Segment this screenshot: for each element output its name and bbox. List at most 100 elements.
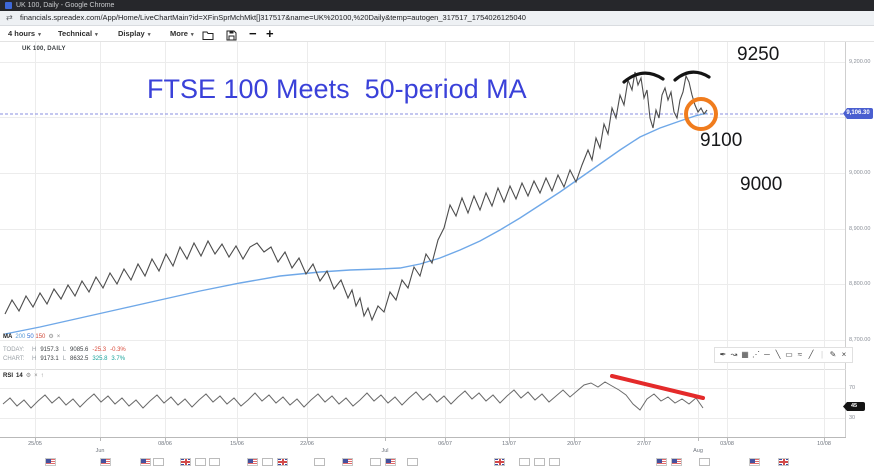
ma-periods: 200 50 150 [15,334,45,340]
url-text[interactable]: financials.spreadex.com/App/Home/LiveCha… [20,13,526,22]
horizontal-line-tool-icon[interactable]: ─ [764,350,770,359]
grid-tool-icon[interactable]: ▦ [741,350,749,359]
trend-line-tool-icon[interactable]: ╲ [775,350,781,359]
ma-legend: MA 200 50 150 ⚙ × [3,333,61,341]
window-title: UK 100, Daily - Google Chrome [16,2,115,9]
calendar-flag-blank[interactable] [519,458,530,466]
calendar-flag-us[interactable] [342,458,353,466]
vertical-gridline [824,42,825,437]
stat-value: 9157.3 [40,347,59,353]
close-toolbar-icon[interactable]: × [841,350,847,359]
fibonacci-tool-icon[interactable]: ⋰ [752,350,760,359]
x-axis-tick [307,437,308,441]
rectangle-tool-icon[interactable]: ▭ [785,350,793,359]
address-bar[interactable]: ⇄ financials.spreadex.com/App/Home/LiveC… [0,11,874,26]
ma-close-icon[interactable]: × [56,333,61,340]
calendar-flag-gb[interactable] [778,458,789,466]
ray-tool-icon[interactable]: ╱ [808,350,814,359]
x-axis-month-label: Jun [95,448,105,454]
calendar-flag-blank[interactable] [370,458,381,466]
vertical-gridline [644,42,645,437]
ma-50-line [4,112,708,335]
menu-more[interactable]: More ▾ [170,29,194,38]
pointer-tool-icon[interactable]: ✒ [719,350,727,359]
stat-change: -25.3 [92,347,107,353]
horizontal-gridline [0,173,845,174]
calendar-flag-blank[interactable] [549,458,560,466]
tab-site-icon: ⇄ [6,13,13,22]
x-axis-label: 25/05 [28,441,42,447]
vertical-gridline [574,42,575,437]
dropdown-caret-icon: ▾ [147,32,151,38]
dropdown-caret-icon: ▾ [95,32,98,38]
calendar-flag-us[interactable] [671,458,682,466]
calendar-flag-us[interactable] [749,458,760,466]
x-axis-tick [100,437,101,441]
calendar-flag-blank[interactable] [209,458,220,466]
ma-period-50: 50 [27,333,36,340]
calendar-flag-us[interactable] [656,458,667,466]
x-axis-tick [574,437,575,441]
price-axis-line [845,42,846,437]
horizontal-gridline [0,340,845,341]
calendar-flag-gb[interactable] [180,458,191,466]
stat-value: H [32,347,37,353]
stat-change: -0.3% [110,347,126,353]
price-axis-label: 8,700.00 [849,337,871,343]
time-axis-line [0,437,846,438]
rsi-close-icon[interactable]: × [34,372,38,379]
calendar-flag-us[interactable] [247,458,258,466]
x-axis-tick [35,437,36,441]
double-top-arc-right [673,70,711,82]
edit-tool-icon[interactable]: ✎ [829,350,837,359]
ma-touch-circle-annotation [684,97,718,131]
horizontal-gridline [0,284,845,285]
x-axis-month-label: Aug [693,448,703,454]
price-axis-label: 8,800.00 [849,281,871,287]
instrument-label: UK 100, DAILY [22,46,66,52]
price-axis-label: 8,900.00 [849,226,871,232]
menu-4-hours[interactable]: 4 hours ▾ [8,29,41,38]
stat-value: L [62,356,67,362]
calendar-flag-us[interactable] [45,458,56,466]
rsi-settings-gear-icon[interactable]: ⚙ [25,373,32,379]
zoom-out-button[interactable]: − [249,26,257,41]
save-chart-button[interactable] [226,28,240,41]
stat-change: 325.8 [92,356,108,362]
x-axis-label: 13/07 [502,441,516,447]
rsi-gridline [0,418,845,419]
rsi-expand-arrow-icon[interactable]: ↑ [40,372,44,379]
ma-period-200: 200 [15,333,28,340]
calendar-flag-blank[interactable] [262,458,273,466]
x-axis-tick [165,437,166,441]
calendar-flag-blank[interactable] [195,458,206,466]
ma-settings-gear-icon[interactable]: ⚙ [48,334,54,340]
level-label-9250: 9250 [737,44,780,65]
menu-display[interactable]: Display ▾ [118,29,151,38]
ma-legend-label: MA [3,333,13,340]
calendar-flag-blank[interactable] [699,458,710,466]
zoom-in-button[interactable]: + [266,26,274,41]
polyline-tool-icon[interactable]: ↝ [730,350,738,359]
x-axis-label: 03/08 [720,441,734,447]
rsi-legend: RSI 14 ⚙ × ↑ [3,372,44,380]
open-chart-button[interactable] [202,28,216,40]
x-axis-tick [698,437,699,441]
calendar-flag-blank[interactable] [407,458,418,466]
calendar-flag-blank[interactable] [534,458,545,466]
calendar-flag-us[interactable] [385,458,396,466]
level-label-9100: 9100 [700,130,743,151]
horizontal-gridline [0,62,845,63]
calendar-flag-us[interactable] [140,458,151,466]
current-price-badge: 9,106.30 [843,108,873,119]
calendar-flag-blank[interactable] [314,458,325,466]
calendar-flag-us[interactable] [100,458,111,466]
wave-tool-icon[interactable]: ≈ [797,350,803,359]
calendar-flag-blank[interactable] [153,458,164,466]
menu-technical[interactable]: Technical ▾ [58,29,98,38]
calendar-flag-gb[interactable] [277,458,288,466]
calendar-flag-gb[interactable] [494,458,505,466]
stat-value: L [62,347,67,353]
